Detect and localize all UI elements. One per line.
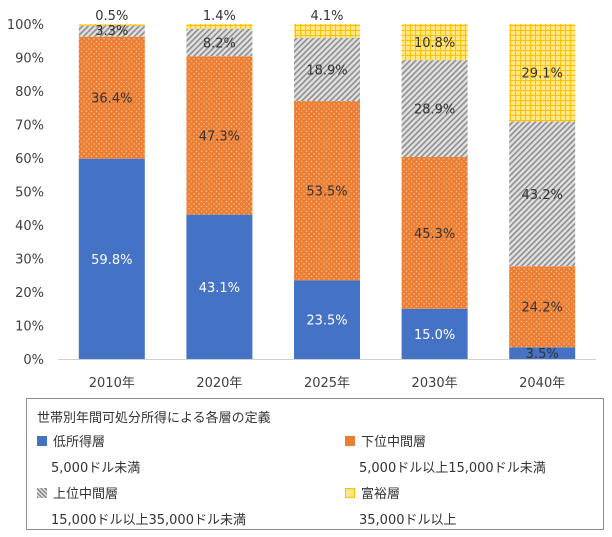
data-label: 3.3% (95, 24, 128, 39)
y-tick-label: 50% (15, 186, 44, 201)
y-tick-label: 0% (23, 353, 44, 368)
legend-label-upper-middle: 上位中間層 (53, 487, 119, 502)
data-label: 59.8% (91, 253, 132, 268)
y-tick-label: 10% (15, 320, 44, 335)
x-tick-label: 2010年 (89, 376, 135, 391)
y-tick-label: 80% (15, 85, 44, 100)
legend-swatch-low-income (37, 435, 47, 446)
data-label: 24.2% (522, 301, 563, 316)
legend-item-wealthy: 富裕層 (345, 483, 400, 502)
bar-segment (401, 156, 468, 309)
data-label: 47.3% (199, 129, 240, 144)
bar-segment (509, 24, 576, 122)
data-label: 36.4% (91, 92, 132, 107)
bar-segment (401, 60, 468, 157)
data-label: 29.1% (522, 67, 563, 82)
legend: 世帯別年間可処分所得による各層の定義 低所得層 5,000ドル未満 下位中間層 … (26, 398, 604, 530)
data-label: 23.5% (306, 314, 347, 329)
y-tick-label: 90% (15, 52, 44, 67)
x-tick-label: 2030年 (412, 376, 458, 391)
legend-label-low-income: 低所得層 (53, 435, 106, 450)
x-tick-label: 2025年 (304, 376, 350, 391)
data-label: 15.0% (414, 328, 455, 343)
legend-swatch-wealthy (345, 487, 355, 498)
y-tick-label: 100% (7, 18, 44, 33)
bar-segment (186, 56, 253, 215)
x-tick-label: 2020年 (196, 376, 242, 391)
legend-title: 世帯別年間可処分所得による各層の定義 (37, 411, 271, 426)
y-tick-label: 20% (15, 286, 44, 301)
bar-segment (78, 158, 145, 359)
bar-segment (294, 37, 360, 102)
bar-segment (78, 24, 145, 26)
legend-sub-lower-middle: 5,000ドル以上15,000ドル未満 (359, 461, 546, 476)
data-label: 4.1% (310, 9, 343, 24)
data-labels: 59.8% 36.4% 3.3%0.5% 43.1% 47.3% 8.2% 1.4% 23.5… (91, 9, 563, 362)
data-label: 10.8% (414, 36, 455, 51)
y-tick-label: 60% (15, 152, 44, 167)
legend-swatch-upper-middle (37, 487, 47, 498)
data-label: 45.3% (414, 227, 455, 242)
y-tick-label: 30% (15, 253, 44, 268)
bar-segment (294, 280, 360, 359)
legend-item-lower-middle: 下位中間層 (345, 431, 426, 450)
bar-segment (294, 101, 360, 281)
data-label: 18.9% (306, 63, 347, 78)
stacked-bar-chart: 0% 10% 20% 30% 40% 50% 60% 70% 80% 90% 100% 59.8% 3… (7, 9, 596, 391)
x-tick-label: 2040年 (519, 376, 565, 391)
bar-segment (401, 24, 468, 61)
bar-segment (509, 347, 576, 359)
data-label: 53.5% (306, 185, 347, 200)
legend-label-wealthy: 富裕層 (361, 487, 401, 502)
data-label: 43.2% (522, 188, 563, 203)
data-label: 28.9% (414, 103, 455, 118)
bar-segment (186, 28, 253, 57)
bar-segment (509, 121, 576, 267)
bar-segment (294, 24, 360, 38)
legend-swatch-lower-middle (345, 435, 355, 446)
bar-segment (509, 266, 576, 348)
legend-sub-upper-middle: 15,000ドル以上35,000ドル未満 (51, 513, 246, 528)
legend-sub-low-income: 5,000ドル未満 (51, 461, 141, 476)
bar-segment (78, 25, 145, 37)
bar-segment (186, 24, 253, 29)
data-label: 43.1% (199, 281, 240, 296)
y-tick-label: 70% (15, 119, 44, 134)
x-axis: 2010年 2020年 2025年 2030年 2040年 (89, 376, 565, 391)
y-tick-label: 40% (15, 219, 44, 234)
bars (78, 24, 576, 359)
bar-segment (186, 214, 253, 359)
data-label: 3.5% (526, 347, 559, 362)
data-label: 0.5% (95, 9, 128, 24)
bar-segment (401, 308, 468, 359)
legend-label-lower-middle: 下位中間層 (361, 435, 427, 450)
y-axis: 0% 10% 20% 30% 40% 50% 60% 70% 80% 90% 100% (7, 18, 596, 368)
legend-item-upper-middle: 上位中間層 (37, 483, 118, 502)
legend-sub-wealthy: 35,000ドル以上 (359, 513, 457, 528)
data-label: 1.4% (203, 9, 236, 24)
bar-segment (78, 36, 145, 159)
data-label: 8.2% (203, 36, 236, 51)
legend-item-low-income: 低所得層 (37, 431, 105, 450)
